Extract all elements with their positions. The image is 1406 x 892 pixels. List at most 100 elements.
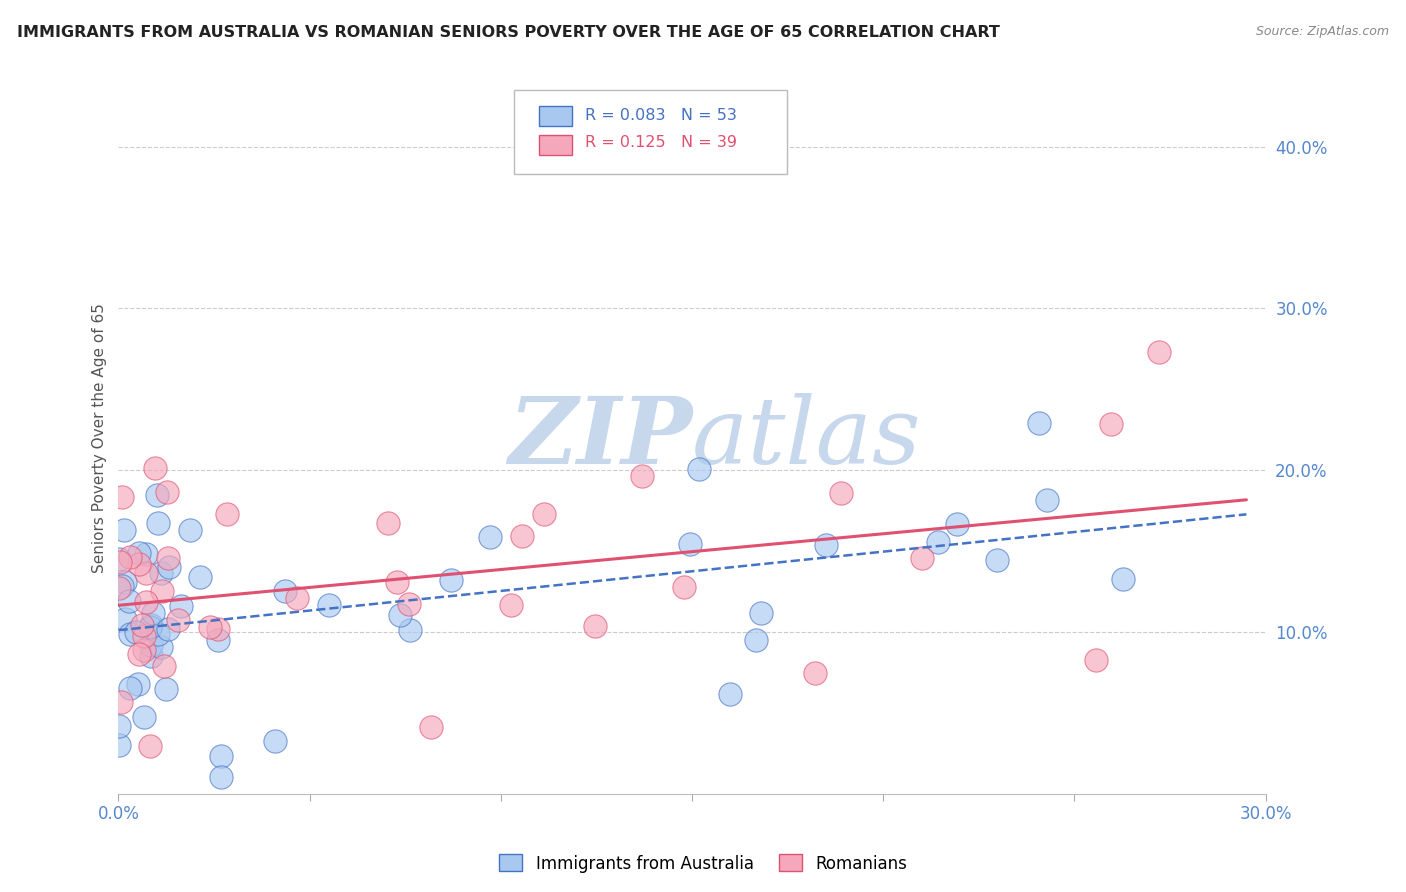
Text: Source: ZipAtlas.com: Source: ZipAtlas.com bbox=[1256, 25, 1389, 38]
Point bbox=[318, 598, 340, 612]
Point bbox=[139, 618, 162, 632]
Point bbox=[120, 681, 142, 696]
Point bbox=[388, 607, 411, 622]
Point bbox=[143, 460, 166, 475]
Point bbox=[146, 627, 169, 641]
Point bbox=[150, 583, 173, 598]
Point bbox=[155, 682, 177, 697]
Point bbox=[120, 626, 142, 640]
Point bbox=[745, 633, 768, 648]
Point bbox=[499, 598, 522, 612]
Point bbox=[149, 566, 172, 581]
Point bbox=[198, 620, 221, 634]
Point bbox=[157, 550, 180, 565]
Point bbox=[911, 551, 934, 566]
Point bbox=[1035, 492, 1057, 507]
Point bbox=[927, 535, 949, 549]
Point bbox=[510, 529, 533, 543]
Point bbox=[1149, 344, 1171, 359]
Point bbox=[110, 695, 132, 709]
Point bbox=[533, 507, 555, 521]
Point bbox=[814, 538, 837, 552]
Point bbox=[139, 739, 162, 753]
Point bbox=[631, 469, 654, 483]
Point bbox=[720, 686, 742, 700]
Point bbox=[132, 629, 155, 643]
Point bbox=[399, 623, 422, 637]
Point bbox=[134, 642, 156, 657]
Point bbox=[157, 560, 180, 574]
Point bbox=[156, 485, 179, 500]
Point bbox=[128, 647, 150, 661]
Text: R = 0.125   N = 39: R = 0.125 N = 39 bbox=[585, 135, 737, 150]
Point bbox=[679, 537, 702, 551]
Point bbox=[1084, 653, 1107, 667]
Text: IMMIGRANTS FROM AUSTRALIA VS ROMANIAN SENIORS POVERTY OVER THE AGE OF 65 CORRELA: IMMIGRANTS FROM AUSTRALIA VS ROMANIAN SE… bbox=[17, 25, 1000, 40]
Point bbox=[419, 720, 441, 734]
FancyBboxPatch shape bbox=[540, 106, 571, 126]
Point bbox=[688, 462, 710, 476]
Point bbox=[179, 523, 201, 537]
Point bbox=[135, 548, 157, 562]
Text: ZIP: ZIP bbox=[508, 392, 692, 483]
Point bbox=[215, 507, 238, 521]
Point bbox=[139, 649, 162, 664]
Point bbox=[135, 595, 157, 609]
Point bbox=[108, 719, 131, 733]
Point bbox=[139, 620, 162, 634]
Point bbox=[1112, 572, 1135, 586]
Point bbox=[1028, 416, 1050, 430]
Legend: Immigrants from Australia, Romanians: Immigrants from Australia, Romanians bbox=[492, 847, 914, 880]
Point bbox=[131, 618, 153, 632]
Point bbox=[125, 625, 148, 640]
Point bbox=[285, 591, 308, 605]
Point bbox=[128, 557, 150, 571]
Point bbox=[440, 573, 463, 587]
Point bbox=[479, 530, 502, 544]
Point bbox=[387, 574, 409, 589]
Point bbox=[108, 555, 131, 569]
Point bbox=[398, 597, 420, 611]
Point bbox=[207, 632, 229, 647]
Point bbox=[751, 606, 773, 620]
Point bbox=[264, 734, 287, 748]
Point bbox=[114, 574, 136, 589]
Point bbox=[585, 618, 607, 632]
Point bbox=[148, 516, 170, 530]
Point bbox=[108, 738, 131, 752]
Y-axis label: Seniors Poverty Over the Age of 65: Seniors Poverty Over the Age of 65 bbox=[93, 303, 107, 573]
Point bbox=[142, 607, 165, 621]
Point bbox=[209, 749, 232, 764]
Point bbox=[118, 594, 141, 608]
Point bbox=[188, 570, 211, 584]
FancyBboxPatch shape bbox=[540, 135, 571, 154]
Point bbox=[111, 579, 134, 593]
Point bbox=[209, 771, 232, 785]
Point bbox=[167, 613, 190, 627]
FancyBboxPatch shape bbox=[515, 90, 787, 175]
Point bbox=[128, 546, 150, 560]
Point bbox=[108, 581, 131, 595]
Point bbox=[207, 622, 229, 636]
Point bbox=[274, 583, 297, 598]
Point bbox=[986, 553, 1008, 567]
Point bbox=[107, 552, 129, 566]
Point bbox=[127, 677, 149, 691]
Text: atlas: atlas bbox=[692, 392, 921, 483]
Point bbox=[830, 486, 852, 500]
Point bbox=[132, 710, 155, 724]
Point bbox=[112, 523, 135, 537]
Point bbox=[1099, 417, 1122, 432]
Text: R = 0.083   N = 53: R = 0.083 N = 53 bbox=[585, 108, 737, 123]
Point bbox=[120, 549, 142, 564]
Point bbox=[111, 490, 134, 504]
Point bbox=[156, 622, 179, 636]
Point bbox=[114, 612, 136, 626]
Point bbox=[149, 640, 172, 654]
Point bbox=[135, 566, 157, 580]
Point bbox=[804, 666, 827, 681]
Point bbox=[673, 580, 696, 594]
Point bbox=[946, 517, 969, 532]
Point bbox=[139, 638, 162, 652]
Point bbox=[152, 658, 174, 673]
